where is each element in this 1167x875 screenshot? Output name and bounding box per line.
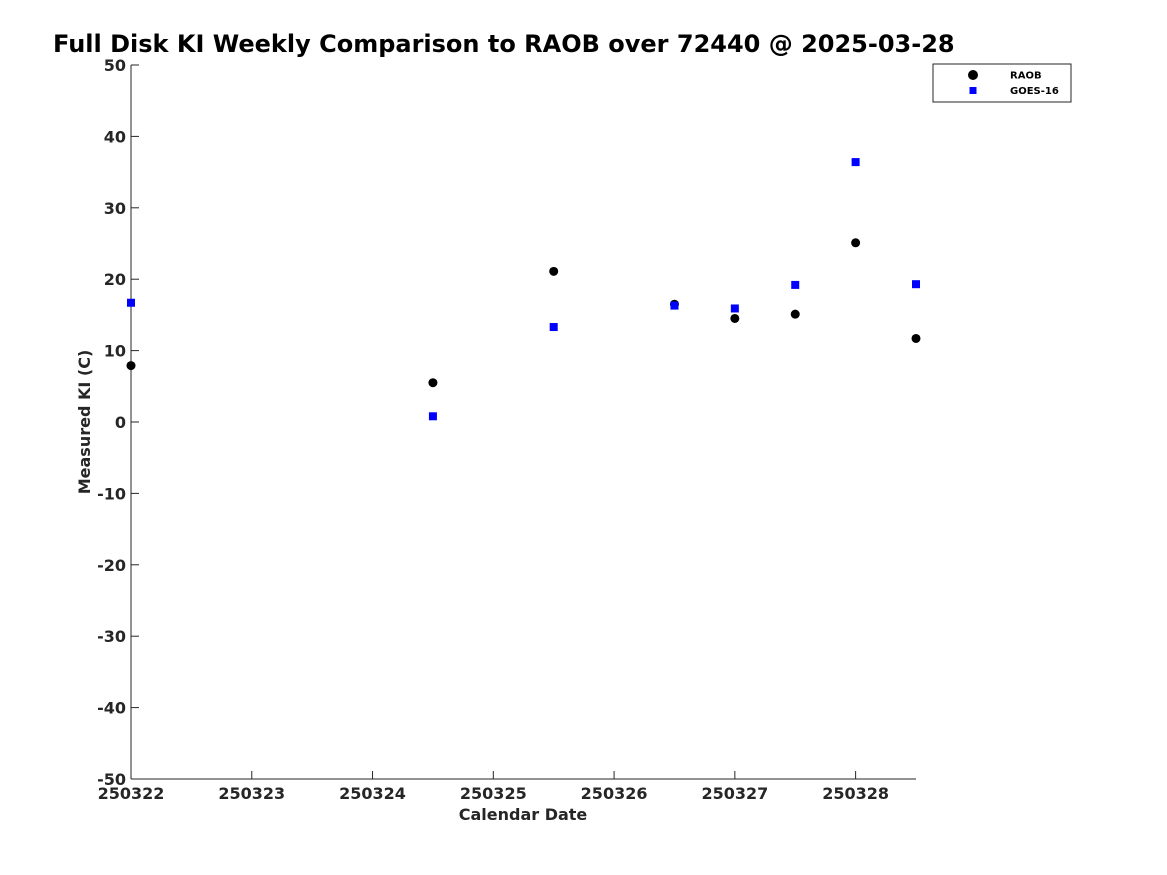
- data-points: [126, 158, 921, 421]
- goes-16-point: [428, 412, 437, 421]
- y-tick-label: 20: [104, 270, 126, 289]
- goes-16-point: [730, 304, 739, 313]
- raob-point: [851, 238, 861, 248]
- x-tick-label: 250327: [701, 784, 768, 803]
- y-tick-label: 50: [104, 56, 126, 75]
- x-tick-label: 250325: [460, 784, 527, 803]
- y-axis-label: Measured KI (C): [75, 350, 94, 495]
- legend-goes-16-label: GOES-16: [1010, 86, 1059, 97]
- y-tick-label: 30: [104, 199, 126, 218]
- goes-16-point: [670, 301, 679, 310]
- legend-raob-marker: [968, 70, 978, 80]
- raob-point: [730, 313, 740, 323]
- y-ticks: 50 40 30 20 10 0 -10 -20 -30 -40 -50: [97, 56, 139, 789]
- legend-raob-label: RAOB: [1010, 71, 1042, 82]
- x-tick-label: 250323: [218, 784, 285, 803]
- legend: RAOB GOES-16: [932, 63, 1072, 103]
- plot-axes: [130, 65, 916, 780]
- raob-point: [790, 309, 800, 319]
- y-tick-label: -10: [97, 484, 126, 503]
- x-axis-label: Calendar Date: [459, 805, 588, 824]
- chart-title: Full Disk KI Weekly Comparison to RAOB o…: [53, 30, 955, 58]
- raob-point: [126, 361, 136, 371]
- y-tick-label: -20: [97, 556, 126, 575]
- x-ticks: 250322 250323 250324 250325 250326 250327 2503…: [98, 771, 889, 803]
- x-tick-label: 250324: [339, 784, 406, 803]
- legend-goes-16-marker: [969, 87, 977, 94]
- goes-16-point: [791, 280, 800, 289]
- raob-point: [549, 266, 559, 276]
- goes-16-point: [912, 280, 920, 289]
- y-tick-label: -30: [97, 627, 126, 646]
- y-tick-label: 40: [104, 127, 126, 146]
- y-tick-label: 10: [104, 342, 126, 361]
- x-tick-label: 250326: [581, 784, 648, 803]
- goes-16-point: [549, 323, 558, 332]
- x-tick-label: 250322: [98, 784, 165, 803]
- y-tick-label: 0: [115, 413, 126, 432]
- goes-16-point: [851, 158, 860, 167]
- y-tick-label: -40: [97, 699, 126, 718]
- legend-box: [932, 63, 1072, 103]
- raob-point: [428, 378, 438, 388]
- raob-point: [911, 333, 921, 343]
- goes-16-point: [127, 298, 135, 307]
- y-tick-label: -50: [97, 770, 126, 789]
- x-tick-label: 250328: [822, 784, 889, 803]
